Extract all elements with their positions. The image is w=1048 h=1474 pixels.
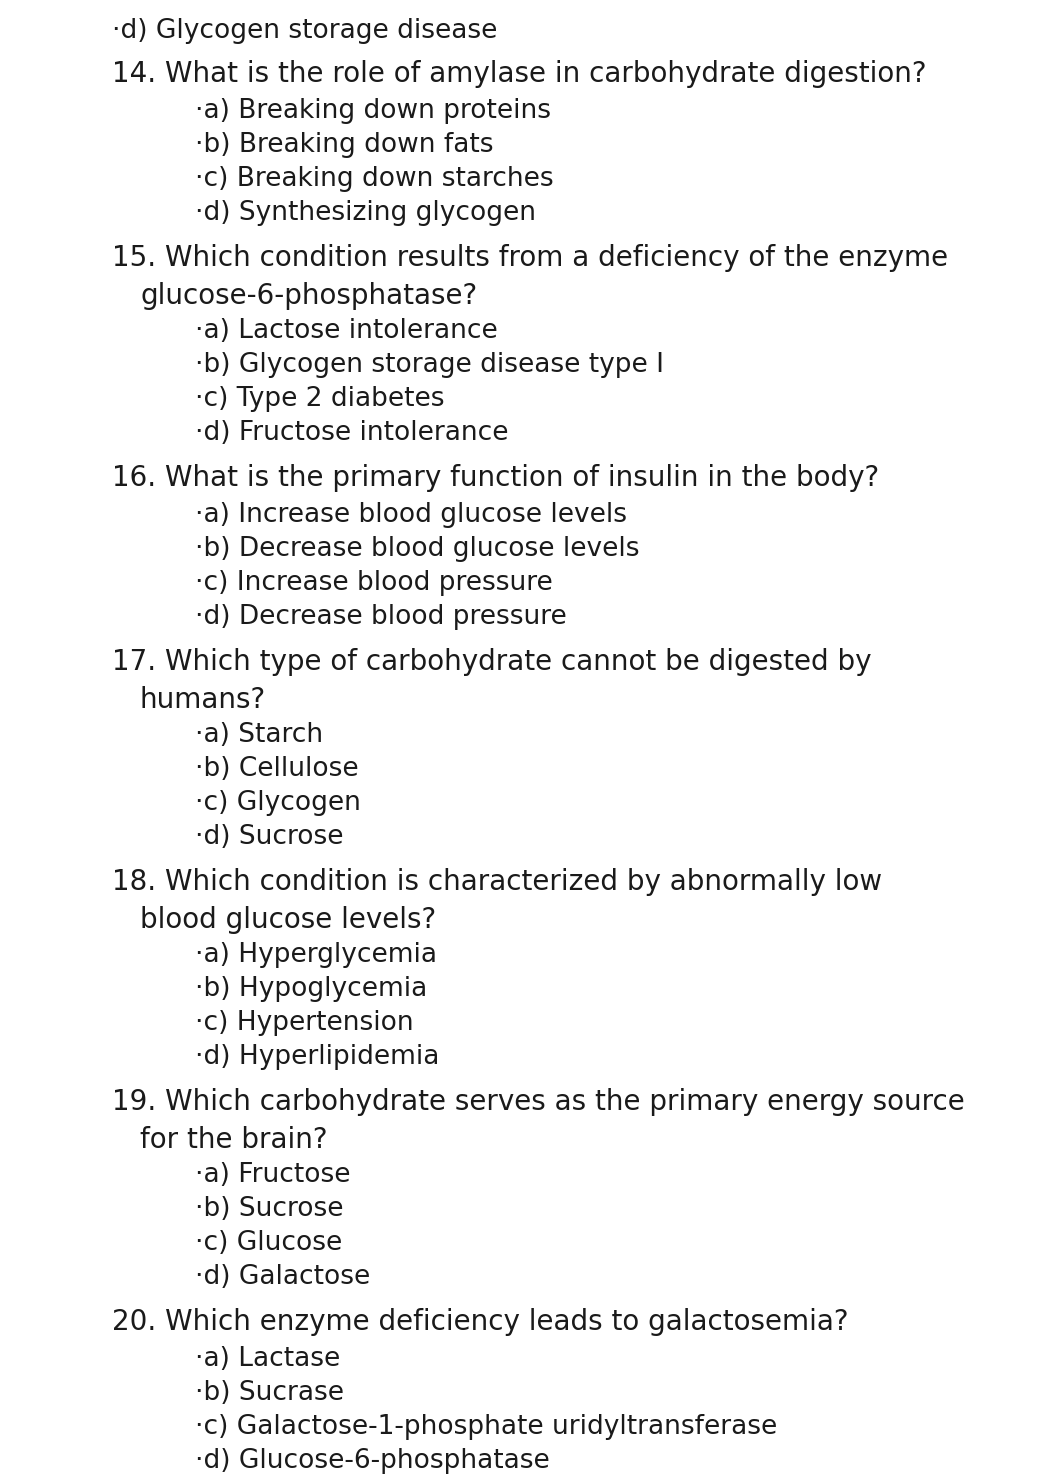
Text: for the brain?: for the brain? xyxy=(140,1126,328,1154)
Text: ·b) Cellulose: ·b) Cellulose xyxy=(195,756,358,783)
Text: ·d) Glycogen storage disease: ·d) Glycogen storage disease xyxy=(112,18,498,44)
Text: 19. Which carbohydrate serves as the primary energy source: 19. Which carbohydrate serves as the pri… xyxy=(112,1088,965,1116)
Text: 17. Which type of carbohydrate cannot be digested by: 17. Which type of carbohydrate cannot be… xyxy=(112,649,872,677)
Text: ·d) Decrease blood pressure: ·d) Decrease blood pressure xyxy=(195,604,567,629)
Text: ·c) Increase blood pressure: ·c) Increase blood pressure xyxy=(195,570,552,595)
Text: ·a) Breaking down proteins: ·a) Breaking down proteins xyxy=(195,97,551,124)
Text: ·a) Lactose intolerance: ·a) Lactose intolerance xyxy=(195,318,498,343)
Text: ·d) Sucrose: ·d) Sucrose xyxy=(195,824,344,850)
Text: 14. What is the role of amylase in carbohydrate digestion?: 14. What is the role of amylase in carbo… xyxy=(112,60,926,88)
Text: ·a) Hyperglycemia: ·a) Hyperglycemia xyxy=(195,942,437,968)
Text: ·a) Starch: ·a) Starch xyxy=(195,722,323,747)
Text: ·c) Glycogen: ·c) Glycogen xyxy=(195,790,361,817)
Text: ·a) Lactase: ·a) Lactase xyxy=(195,1346,341,1372)
Text: ·b) Sucrase: ·b) Sucrase xyxy=(195,1380,344,1406)
Text: ·b) Decrease blood glucose levels: ·b) Decrease blood glucose levels xyxy=(195,537,639,562)
Text: ·d) Hyperlipidemia: ·d) Hyperlipidemia xyxy=(195,1044,439,1070)
Text: 20. Which enzyme deficiency leads to galactosemia?: 20. Which enzyme deficiency leads to gal… xyxy=(112,1307,849,1335)
Text: ·a) Increase blood glucose levels: ·a) Increase blood glucose levels xyxy=(195,503,627,528)
Text: ·d) Synthesizing glycogen: ·d) Synthesizing glycogen xyxy=(195,200,536,226)
Text: ·d) Galactose: ·d) Galactose xyxy=(195,1265,370,1290)
Text: ·b) Breaking down fats: ·b) Breaking down fats xyxy=(195,133,494,158)
Text: 15. Which condition results from a deficiency of the enzyme: 15. Which condition results from a defic… xyxy=(112,245,948,273)
Text: ·c) Galactose-1-phosphate uridyltransferase: ·c) Galactose-1-phosphate uridyltransfer… xyxy=(195,1414,778,1440)
Text: 16. What is the primary function of insulin in the body?: 16. What is the primary function of insu… xyxy=(112,464,879,492)
Text: ·b) Sucrose: ·b) Sucrose xyxy=(195,1195,344,1222)
Text: ·c) Glucose: ·c) Glucose xyxy=(195,1229,343,1256)
Text: ·c) Breaking down starches: ·c) Breaking down starches xyxy=(195,167,553,192)
Text: blood glucose levels?: blood glucose levels? xyxy=(140,907,436,935)
Text: humans?: humans? xyxy=(140,685,266,713)
Text: ·c) Type 2 diabetes: ·c) Type 2 diabetes xyxy=(195,386,444,413)
Text: glucose-6-phosphatase?: glucose-6-phosphatase? xyxy=(140,282,477,310)
Text: ·a) Fructose: ·a) Fructose xyxy=(195,1162,350,1188)
Text: ·d) Glucose-6-phosphatase: ·d) Glucose-6-phosphatase xyxy=(195,1447,550,1474)
Text: ·b) Hypoglycemia: ·b) Hypoglycemia xyxy=(195,976,428,1002)
Text: ·c) Hypertension: ·c) Hypertension xyxy=(195,1010,414,1036)
Text: 18. Which condition is characterized by abnormally low: 18. Which condition is characterized by … xyxy=(112,868,882,896)
Text: ·b) Glycogen storage disease type I: ·b) Glycogen storage disease type I xyxy=(195,352,664,377)
Text: ·d) Fructose intolerance: ·d) Fructose intolerance xyxy=(195,420,508,447)
